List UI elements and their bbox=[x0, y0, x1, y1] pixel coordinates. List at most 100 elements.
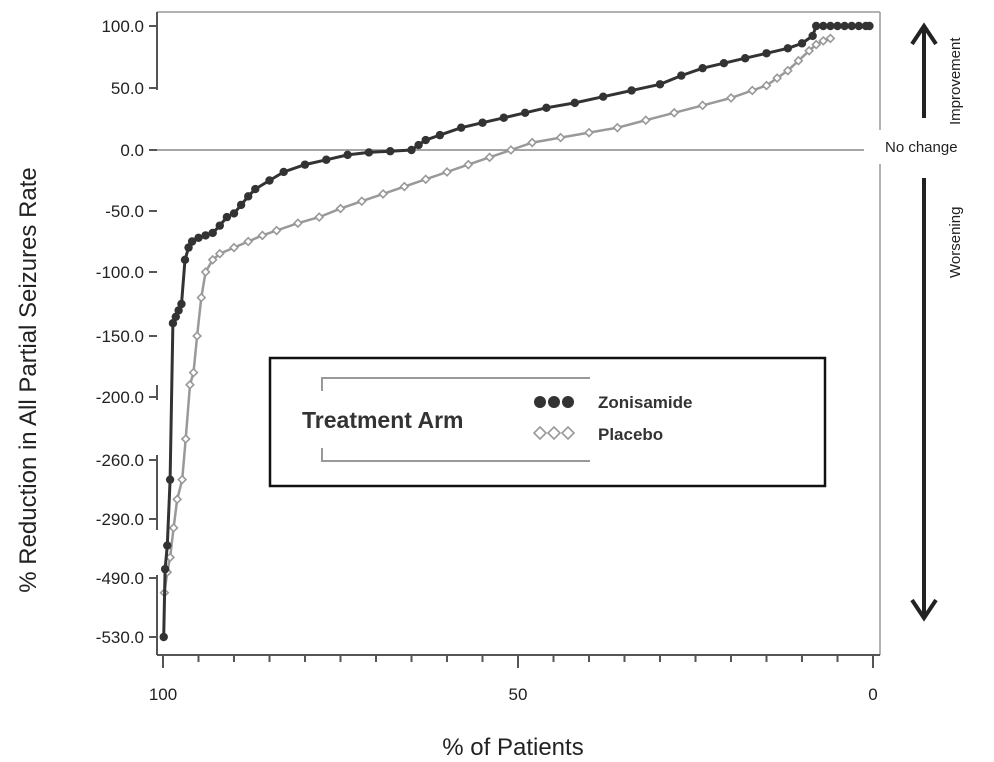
point-placebo bbox=[257, 230, 268, 241]
point-placebo bbox=[335, 203, 346, 214]
point-placebo bbox=[196, 292, 207, 303]
legend-entry-placebo: Placebo bbox=[598, 425, 663, 444]
point-placebo bbox=[527, 137, 538, 148]
point-zonisamide bbox=[215, 221, 224, 230]
point-zonisamide bbox=[833, 21, 842, 31]
legend-marker-zonisamide bbox=[534, 396, 546, 408]
point-placebo bbox=[177, 474, 188, 485]
point-zonisamide bbox=[762, 49, 771, 58]
point-zonisamide bbox=[168, 319, 178, 328]
y-tick-label: -200.0 bbox=[96, 388, 144, 407]
point-zonisamide bbox=[854, 21, 863, 31]
point-placebo bbox=[200, 267, 211, 277]
x-axis-ticks: 100 50 0 bbox=[149, 685, 878, 704]
point-placebo bbox=[271, 225, 282, 236]
y-tick-label: -290.0 bbox=[96, 510, 144, 529]
point-zonisamide bbox=[222, 212, 232, 222]
point-zonisamide bbox=[414, 140, 423, 150]
point-zonisamide bbox=[698, 63, 707, 73]
point-zonisamide bbox=[386, 147, 395, 156]
point-placebo bbox=[185, 379, 195, 390]
point-zonisamide bbox=[343, 150, 352, 160]
point-zonisamide bbox=[244, 192, 253, 201]
point-placebo bbox=[399, 181, 410, 192]
point-placebo bbox=[229, 242, 239, 253]
point-zonisamide bbox=[208, 228, 217, 238]
point-placebo bbox=[207, 254, 218, 265]
y-tick-label: -150.0 bbox=[96, 327, 144, 346]
series-layer bbox=[159, 21, 874, 642]
point-zonisamide bbox=[184, 243, 193, 252]
point-zonisamide bbox=[783, 44, 792, 53]
point-zonisamide bbox=[812, 21, 821, 31]
legend-bracket-bottom bbox=[321, 448, 590, 462]
point-placebo bbox=[192, 331, 203, 341]
point-zonisamide bbox=[194, 233, 203, 243]
point-placebo bbox=[811, 39, 822, 50]
point-placebo bbox=[612, 122, 623, 133]
point-zonisamide bbox=[251, 184, 260, 194]
point-zonisamide bbox=[229, 209, 239, 218]
point-zonisamide bbox=[599, 92, 608, 101]
point-zonisamide bbox=[421, 135, 430, 145]
y-tick-label: -260.0 bbox=[96, 451, 144, 470]
legend-box bbox=[268, 356, 827, 488]
point-placebo bbox=[818, 35, 829, 46]
point-zonisamide bbox=[159, 632, 168, 642]
point-zonisamide bbox=[457, 123, 466, 132]
point-placebo bbox=[292, 218, 303, 229]
point-zonisamide bbox=[741, 54, 750, 63]
no-change-label: No change bbox=[885, 139, 958, 156]
x-tick-label: 100 bbox=[149, 685, 177, 704]
x-axis-minor-ticks bbox=[162, 655, 874, 668]
point-zonisamide bbox=[819, 21, 828, 31]
improvement-arrow bbox=[910, 22, 938, 118]
point-zonisamide bbox=[300, 160, 310, 169]
point-placebo bbox=[484, 152, 495, 163]
y-tick-label: -100.0 bbox=[96, 263, 144, 282]
point-zonisamide bbox=[826, 21, 835, 31]
point-zonisamide bbox=[279, 167, 288, 177]
legend-markers bbox=[532, 396, 576, 441]
point-zonisamide bbox=[236, 200, 246, 210]
legend-marker-zonisamide bbox=[562, 396, 574, 408]
point-placebo bbox=[747, 85, 758, 96]
y-tick-label: -50.0 bbox=[105, 202, 144, 221]
point-placebo bbox=[584, 127, 594, 138]
point-zonisamide bbox=[160, 564, 170, 574]
point-zonisamide bbox=[165, 475, 175, 484]
point-placebo bbox=[442, 167, 452, 177]
point-zonisamide bbox=[840, 21, 849, 31]
point-zonisamide bbox=[847, 21, 856, 31]
point-zonisamide bbox=[499, 113, 508, 122]
point-placebo bbox=[463, 159, 474, 170]
x-tick-label: 0 bbox=[868, 685, 877, 704]
point-placebo bbox=[378, 188, 389, 199]
point-placebo bbox=[669, 107, 680, 118]
point-zonisamide bbox=[719, 59, 729, 68]
worsening-label: Worsening bbox=[947, 207, 964, 278]
point-placebo bbox=[697, 100, 708, 111]
point-zonisamide bbox=[478, 118, 487, 127]
point-placebo bbox=[168, 522, 179, 533]
x-tick-label: 50 bbox=[509, 685, 528, 704]
point-zonisamide bbox=[163, 541, 172, 550]
point-zonisamide bbox=[627, 86, 636, 95]
point-placebo bbox=[726, 92, 736, 103]
point-zonisamide bbox=[177, 299, 186, 309]
no-change-label-bg bbox=[875, 130, 990, 164]
point-zonisamide bbox=[542, 103, 551, 113]
point-placebo bbox=[825, 33, 836, 44]
y-tick-label: -490.0 bbox=[96, 569, 144, 588]
point-zonisamide bbox=[364, 148, 374, 157]
point-placebo bbox=[804, 45, 815, 56]
legend-marker-placebo bbox=[546, 425, 562, 441]
point-placebo bbox=[214, 248, 225, 259]
point-zonisamide bbox=[180, 255, 190, 264]
y-tick-label: -530.0 bbox=[96, 628, 144, 647]
point-zonisamide bbox=[201, 231, 210, 240]
point-placebo bbox=[640, 115, 651, 126]
point-zonisamide bbox=[797, 39, 807, 48]
worsening-arrow bbox=[910, 178, 938, 622]
